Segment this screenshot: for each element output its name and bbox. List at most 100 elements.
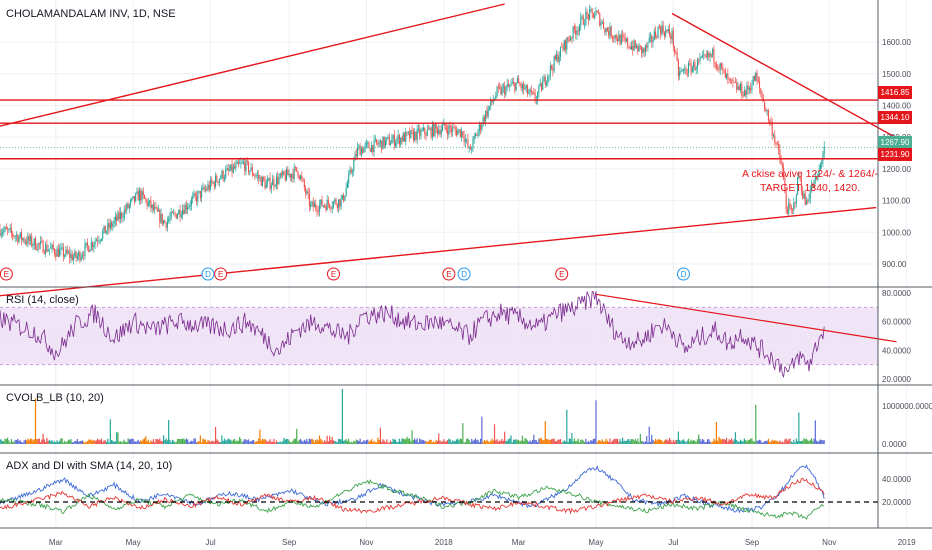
volume-bar xyxy=(149,442,151,444)
volume-bar xyxy=(467,438,469,444)
volume-bar xyxy=(808,441,810,444)
candle-up xyxy=(823,146,825,155)
volume-bar xyxy=(709,441,711,444)
candle-down xyxy=(388,136,390,146)
volume-bar xyxy=(745,439,747,444)
volume-bar xyxy=(784,439,786,444)
volume-bar xyxy=(648,426,650,444)
volume-bar xyxy=(367,439,369,444)
volume-bar xyxy=(618,441,620,444)
volume-bar xyxy=(32,440,34,444)
volume-bar xyxy=(313,442,316,444)
volume-bar xyxy=(189,441,191,444)
candle-down xyxy=(733,82,735,83)
candle-down xyxy=(662,25,664,33)
candle-down xyxy=(86,242,89,246)
candle-down xyxy=(632,45,634,51)
volume-bar xyxy=(620,441,622,444)
volume-bar xyxy=(103,440,105,444)
volume-bar xyxy=(531,439,534,444)
candle-down xyxy=(745,90,747,95)
volume-bar xyxy=(597,440,600,444)
volume-bar xyxy=(443,439,445,444)
volume-bar xyxy=(379,427,382,444)
candle-up xyxy=(207,184,209,190)
volume-bar xyxy=(383,440,385,444)
volume-bar xyxy=(770,441,772,444)
candle-down xyxy=(43,252,45,254)
volume-bar xyxy=(221,435,223,444)
volume-bar xyxy=(477,439,479,444)
candle-up xyxy=(737,86,739,90)
earnings-marker xyxy=(214,267,228,281)
candle-up xyxy=(198,191,200,193)
volume-bar xyxy=(237,440,239,444)
candle-down xyxy=(339,199,341,207)
candle-down xyxy=(7,229,9,230)
candle-down xyxy=(623,36,625,38)
volume-bar xyxy=(639,433,641,444)
candle-down xyxy=(287,169,289,176)
candle-up xyxy=(461,131,463,137)
volume-bar xyxy=(83,441,85,444)
candle-up xyxy=(752,76,754,85)
volume-bar xyxy=(67,439,70,444)
candle-down xyxy=(760,88,762,94)
volume-bar xyxy=(246,440,248,444)
candle-up xyxy=(370,145,373,152)
volume-bar xyxy=(694,440,696,444)
volume-bar xyxy=(605,438,607,444)
volume-bar xyxy=(62,442,65,444)
candle-down xyxy=(146,199,148,206)
candle-down xyxy=(251,167,253,175)
volume-bar xyxy=(382,439,384,444)
volume-bar xyxy=(543,440,545,444)
volume-bar xyxy=(671,442,673,444)
candle-down xyxy=(164,220,166,224)
candle-up xyxy=(126,203,128,211)
volume-bar xyxy=(592,439,595,444)
volume-bar xyxy=(789,438,791,444)
candle-up xyxy=(274,185,276,187)
volume-bar xyxy=(280,442,283,444)
candle-up xyxy=(474,134,477,136)
volume-bar xyxy=(558,439,560,444)
candle-down xyxy=(606,28,608,32)
candle-up xyxy=(585,11,587,25)
candle-up xyxy=(19,232,21,237)
volume-bar xyxy=(194,438,196,444)
volume-pane-title: CVOLB_LB (10, 20) xyxy=(6,392,104,404)
volume-bar xyxy=(287,438,289,444)
volume-bar xyxy=(22,442,24,444)
candle-down xyxy=(698,60,700,62)
rsi-y-tick-label: 80.0000 xyxy=(882,289,911,298)
x-tick-label: Jul xyxy=(668,538,678,547)
candle-up xyxy=(80,256,82,261)
volume-bar xyxy=(114,441,116,444)
candle-up xyxy=(98,241,100,242)
candle-down xyxy=(175,214,177,219)
volume-bar xyxy=(130,439,132,444)
volume-bar xyxy=(143,438,146,444)
volume-bar xyxy=(453,440,455,444)
candle-up xyxy=(256,175,258,176)
candle-up xyxy=(320,199,322,205)
volume-bar xyxy=(168,420,170,444)
volume-bar xyxy=(630,439,633,444)
volume-bar xyxy=(552,438,554,444)
volume-bar xyxy=(679,439,681,444)
candle-down xyxy=(377,143,379,145)
candle-down xyxy=(247,161,250,173)
volume-bar xyxy=(60,438,62,444)
volume-bar xyxy=(687,438,690,444)
volume-bar xyxy=(752,441,754,444)
volume-bar xyxy=(519,441,521,444)
volume-bar xyxy=(624,440,626,444)
candle-down xyxy=(582,16,584,25)
candle-down xyxy=(480,124,482,130)
volume-bar xyxy=(738,441,740,444)
candle-down xyxy=(269,177,271,189)
candle-down xyxy=(767,110,769,121)
volume-bar xyxy=(396,442,398,444)
candle-up xyxy=(50,247,52,249)
